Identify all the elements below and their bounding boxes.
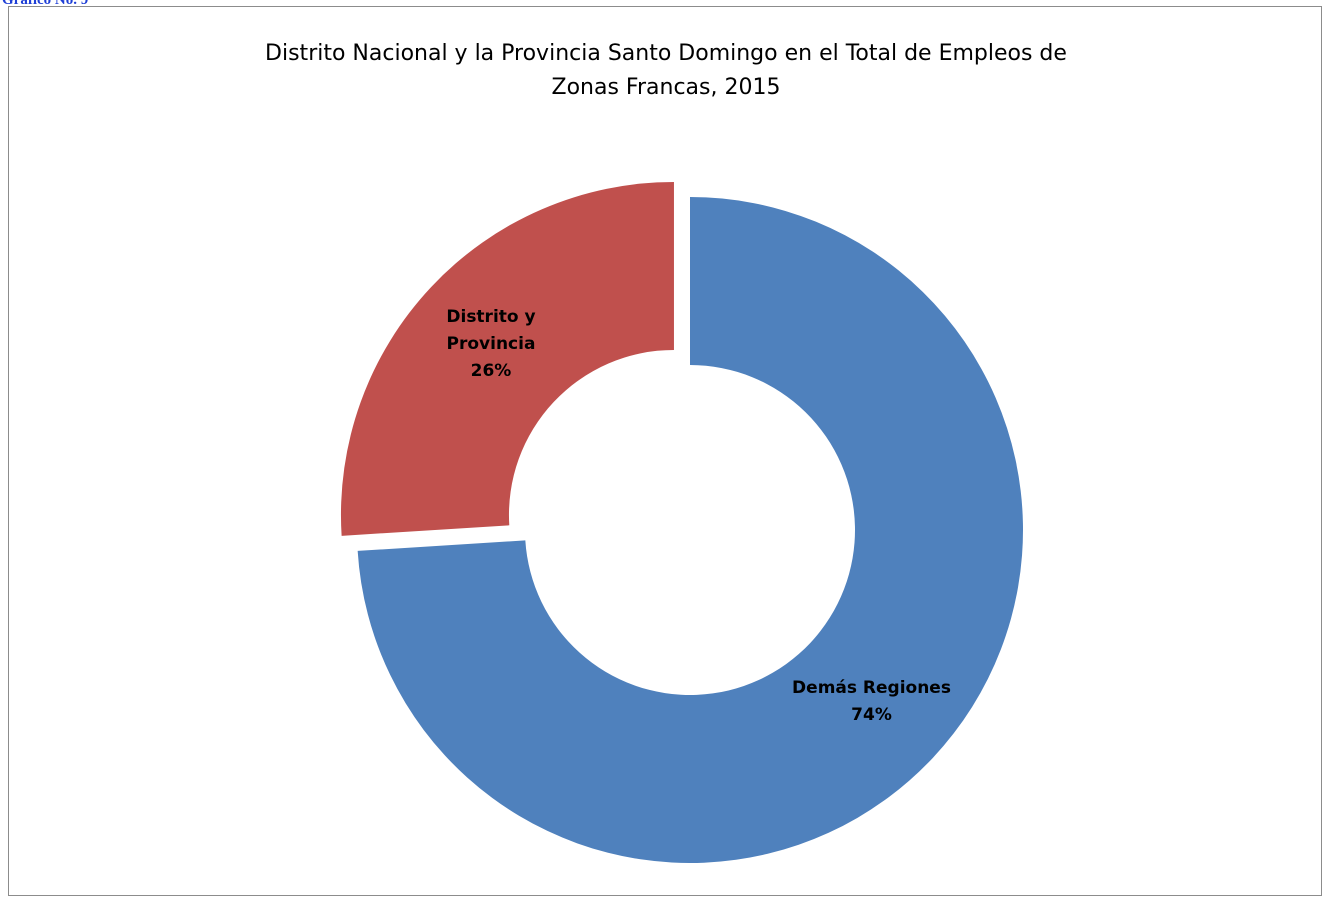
chart-title-line-2: Zonas Francas, 2015 xyxy=(551,75,781,100)
slice-name-2: Provincia xyxy=(447,334,536,354)
figure-caption: Gráfico No. 9 xyxy=(2,0,89,8)
donut-slice-2 xyxy=(340,181,674,536)
chart-frame: Distrito Nacional y la Provincia Santo D… xyxy=(8,6,1322,896)
slice-percent-2: 26% xyxy=(471,361,512,381)
donut-slice-1 xyxy=(357,197,1023,864)
slice-label-1: Demás Regiones 74% xyxy=(792,678,951,725)
slice-name-1: Demás Regiones xyxy=(792,678,951,698)
chart-title: Distrito Nacional y la Provincia Santo D… xyxy=(9,37,1323,105)
donut-chart: Demás Regiones 74% Distrito y Provincia 26% xyxy=(340,181,1023,864)
donut-slices xyxy=(340,181,1023,864)
slice-percent-1: 74% xyxy=(851,705,892,725)
slice-name-2: Distrito y xyxy=(446,307,535,327)
donut-labels: Demás Regiones 74% Distrito y Provincia 26% xyxy=(446,307,951,725)
chart-title-line-1: Distrito Nacional y la Provincia Santo D… xyxy=(265,41,1067,66)
slice-label-2: Distrito y Provincia 26% xyxy=(446,307,535,381)
